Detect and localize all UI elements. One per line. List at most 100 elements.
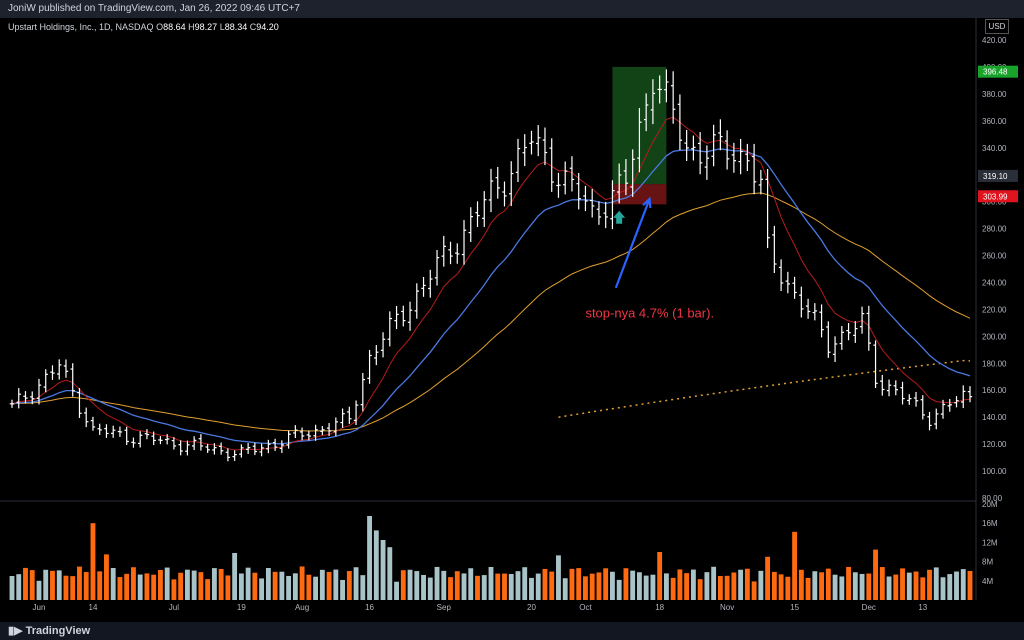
volume-bar [960,569,966,600]
volume-bar [434,566,440,600]
symbol-legend: Upstart Holdings, Inc., 1D, NASDAQ O88.6… [8,22,279,32]
volume-bar [508,574,514,600]
volume-bar [758,570,764,600]
ohlc-bar [279,440,285,454]
volume-bar [798,569,804,600]
ohlc-bar [313,424,318,441]
annotation-arrow-head-icon [642,196,652,209]
ohlc-bar [616,163,622,204]
price-tick-label: 200.00 [982,332,1007,341]
price-tick-label: 280.00 [982,225,1007,234]
legend-low: 88.34 [224,22,248,32]
volume-bar [738,569,744,600]
volume-tick-label: 20M [982,500,998,509]
ohlc-bar [670,71,676,124]
ohlc-bar [77,387,82,418]
ohlc-bar [502,181,507,207]
ohlc-bar [198,434,204,451]
ohlc-bar [232,450,237,461]
volume-bar [178,572,184,600]
ohlc-bar [576,172,581,210]
volume-bar [852,572,858,600]
ohlc-bar [495,166,500,199]
volume-bar [650,574,656,600]
volume-bar [43,569,49,600]
volume-bar [461,573,467,600]
ohlc-bar [603,201,608,229]
currency-label[interactable]: USD [985,19,1009,34]
price-tick-label: 100.00 [982,467,1007,476]
volume-bar [468,568,474,600]
volume-bar [36,580,42,600]
volume-bar [16,574,22,600]
ohlc-bar [643,93,649,132]
ohlc-bar [515,138,521,183]
volume-bar [117,577,123,600]
ohlc-bar [320,426,325,436]
ohlc-bar [387,311,393,347]
ohlc-bar [961,385,966,409]
volume-bar [967,570,973,600]
ohlc-bar [745,143,750,172]
ohlc-bar [239,444,244,458]
ohlc-bar [259,443,264,457]
ohlc-bar [549,138,554,192]
ohlc-bar [30,391,35,405]
volume-bar [832,574,838,600]
volume-bar [792,531,798,600]
ohlc-bar [772,225,777,274]
volume-bar [279,571,285,600]
ohlc-bar [954,396,959,408]
x-tick-label: Jul [169,603,179,612]
ohlc-bar [353,400,359,426]
price-chart[interactable]: 80.00 100.00 120.00 140.00 160.00 180.00 200.0… [0,18,1024,622]
ohlc-bar [218,442,224,455]
ohlc-bar [63,359,69,378]
volume-bar [286,575,292,600]
ohlc-bar [178,440,183,456]
ohlc-bar [637,108,642,173]
ohlc-bar [873,340,878,389]
ohlc-bar [441,235,446,267]
volume-bar [265,568,271,600]
ema-fast-line [11,116,971,451]
volume-bar [859,573,865,600]
ohlc-bar [117,426,123,437]
volume-bar [448,577,453,600]
ohlc-bar [718,119,723,151]
tradingview-logo[interactable]: ▮▶ TradingView [8,625,91,637]
volume-bar [913,571,919,600]
ohlc-bar [765,168,770,249]
ohlc-bar [212,443,217,455]
ohlc-bar [697,132,703,175]
ohlc-bar [455,243,460,264]
volume-bar [414,571,420,600]
ohlc-bar [751,143,757,195]
volume-bar [589,573,595,600]
ohlc-bar [596,201,602,225]
volume-bar [535,573,541,600]
volume-bar [333,569,339,600]
volume-bar [232,552,238,600]
price-label-text: 319.10 [983,172,1008,181]
price-label-box [978,65,1018,78]
ohlc-bar [131,437,136,448]
volume-bar [299,566,305,600]
x-tick-label: 19 [237,603,246,612]
volume-bar [947,574,953,600]
ohlc-bar [110,425,116,438]
volume-bar [23,567,28,600]
volume-bar [785,576,791,600]
x-tick-label: 15 [790,603,799,612]
ohlc-bar [171,437,177,450]
ohlc-bar [630,149,635,197]
volume-bar [839,576,845,600]
ohlc-bar [900,381,905,405]
volume-bar [70,576,76,600]
volume-bar [744,568,750,600]
volume-bar [454,571,460,600]
volume-bar [562,578,568,600]
x-tick-label: 18 [655,603,664,612]
volume-bar [569,568,575,600]
entry-arrow-icon [613,210,626,224]
